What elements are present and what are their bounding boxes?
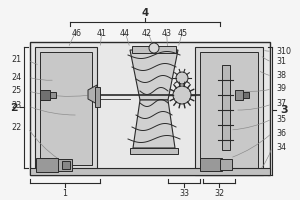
Text: 31: 31: [276, 58, 286, 66]
Text: 36: 36: [276, 129, 286, 138]
Circle shape: [149, 43, 159, 53]
Polygon shape: [130, 50, 178, 100]
Bar: [195, 47, 263, 175]
Bar: [200, 158, 222, 171]
Circle shape: [176, 72, 188, 84]
Bar: [130, 148, 178, 154]
Text: 4: 4: [141, 8, 148, 18]
Text: 35: 35: [276, 114, 286, 123]
Text: 34: 34: [276, 142, 286, 152]
Text: 37: 37: [276, 99, 286, 108]
Bar: [58, 159, 72, 171]
Bar: [222, 65, 230, 150]
Text: 43: 43: [161, 28, 172, 38]
Text: 46: 46: [71, 28, 82, 38]
Bar: [220, 159, 232, 170]
Bar: [30, 42, 270, 175]
Bar: [200, 52, 258, 170]
Polygon shape: [133, 100, 175, 148]
Bar: [50, 92, 56, 98]
Text: 32: 32: [214, 188, 224, 198]
Bar: [235, 90, 243, 100]
Text: 33: 33: [179, 188, 189, 198]
Polygon shape: [88, 85, 97, 104]
Circle shape: [173, 86, 191, 104]
Text: 25: 25: [12, 86, 22, 95]
Text: 24: 24: [12, 72, 22, 82]
Text: 38: 38: [276, 72, 286, 80]
Bar: [40, 90, 50, 100]
Bar: [40, 52, 92, 165]
Text: 1: 1: [62, 188, 68, 198]
Text: 44: 44: [119, 28, 130, 38]
Bar: [35, 47, 97, 170]
Text: 2: 2: [10, 103, 18, 113]
Text: 21: 21: [12, 55, 22, 64]
Text: 42: 42: [142, 28, 152, 38]
Text: 310: 310: [276, 46, 291, 55]
Text: 22: 22: [12, 123, 22, 132]
Bar: [36, 158, 58, 172]
Bar: [30, 168, 270, 175]
Bar: [243, 92, 249, 98]
Bar: [95, 87, 100, 107]
Text: 45: 45: [178, 28, 188, 38]
Text: 41: 41: [97, 28, 107, 38]
Text: 3: 3: [280, 105, 288, 115]
Text: 39: 39: [276, 84, 286, 93]
Text: 23: 23: [12, 102, 22, 110]
Bar: [132, 46, 176, 53]
Bar: [62, 161, 70, 169]
